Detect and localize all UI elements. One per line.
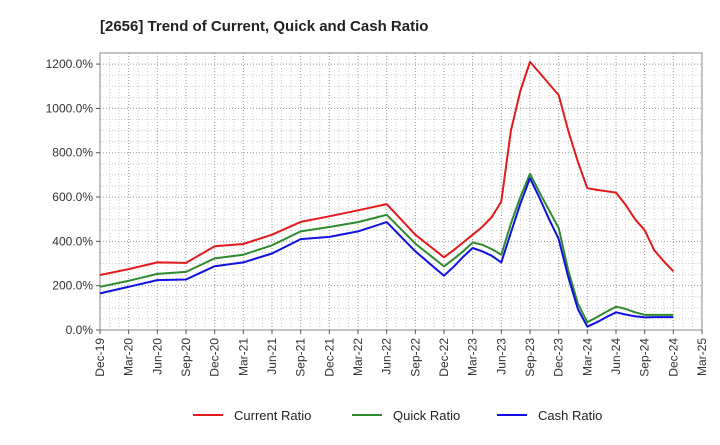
x-tick-label: Dec-22	[437, 338, 451, 377]
x-tick-label: Mar-23	[466, 338, 480, 376]
series-layer	[99, 60, 675, 328]
x-tick-label: Mar-22	[351, 338, 365, 376]
y-tick-label: 1200.0%	[46, 57, 94, 71]
legend: Current Ratio Quick Ratio Cash Ratio	[193, 408, 602, 423]
x-axis: Dec-19 Mar-20 Jun-20 Sep-20 Dec-20 Mar-21 Jun-…	[93, 330, 709, 377]
legend-item: Current Ratio	[193, 408, 311, 423]
x-tick-label: Sep-22	[408, 338, 422, 377]
legend-label: Quick Ratio	[393, 408, 460, 423]
legend-label: Current Ratio	[234, 408, 311, 423]
series-line-cash-ratio	[99, 177, 674, 328]
x-tick-label: Dec-19	[93, 338, 107, 377]
y-axis: 0.0% 200.0% 400.0% 600.0% 800.0% 1000.0% 1200.…	[46, 57, 100, 337]
legend-label: Cash Ratio	[538, 408, 602, 423]
series-line-quick-ratio	[99, 172, 674, 324]
x-tick-label: Jun-23	[494, 338, 508, 375]
x-tick-label: Mar-24	[580, 338, 594, 376]
x-tick-label: Jun-24	[609, 338, 623, 375]
x-tick-label: Sep-21	[294, 338, 308, 377]
chart-title: [2656] Trend of Current, Quick and Cash …	[100, 18, 428, 35]
series-line-current-ratio	[99, 60, 675, 276]
x-tick-label: Sep-24	[638, 338, 652, 377]
x-tick-label: Dec-24	[666, 338, 680, 377]
x-tick-label: Jun-21	[265, 338, 279, 375]
plot-frame	[99, 52, 703, 331]
x-tick-label: Sep-20	[179, 338, 193, 377]
y-tick-label: 1000.0%	[46, 101, 94, 115]
x-tick-label: Mar-21	[236, 338, 250, 376]
x-tick-label: Dec-21	[322, 338, 336, 377]
x-tick-label: Jun-22	[380, 338, 394, 375]
x-tick-label: Dec-23	[552, 338, 566, 377]
legend-item: Cash Ratio	[497, 408, 602, 423]
legend-item: Quick Ratio	[352, 408, 460, 423]
y-tick-label: 400.0%	[52, 234, 93, 248]
y-tick-label: 600.0%	[52, 190, 93, 204]
x-tick-label: Mar-20	[122, 338, 136, 376]
x-tick-label: Sep-23	[523, 338, 537, 377]
y-tick-label: 0.0%	[66, 323, 94, 337]
y-tick-label: 200.0%	[52, 279, 93, 293]
grid-layer	[99, 52, 703, 331]
x-tick-label: Mar-25	[695, 338, 709, 376]
x-tick-label: Dec-20	[208, 338, 222, 377]
y-tick-label: 800.0%	[52, 146, 93, 160]
x-tick-label: Jun-20	[150, 338, 164, 375]
